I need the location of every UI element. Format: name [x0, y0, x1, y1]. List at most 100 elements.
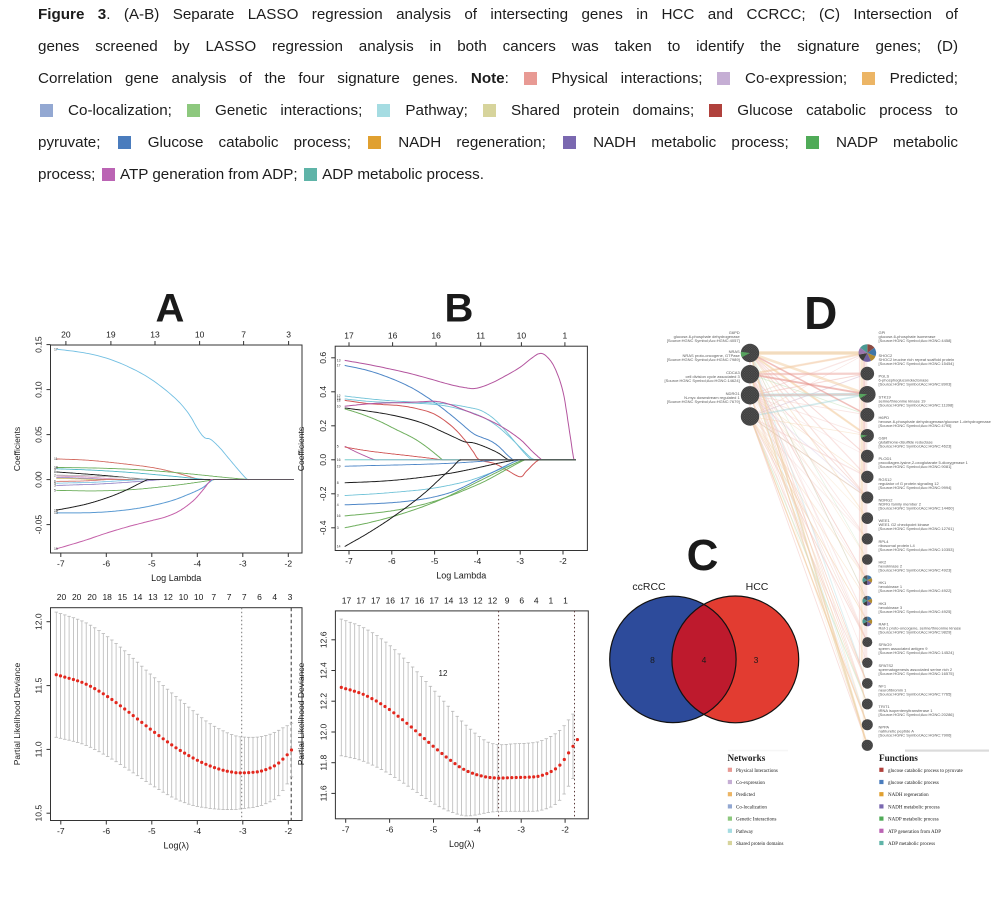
svg-text:3: 3 — [337, 526, 339, 530]
svg-text:Genetic Interactions: Genetic Interactions — [736, 818, 776, 823]
svg-text:NADH regeneration: NADH regeneration — [888, 793, 929, 798]
svg-text:-2: -2 — [285, 559, 293, 569]
svg-text:G6PD: G6PD — [729, 330, 740, 335]
svg-text:17: 17 — [54, 347, 58, 351]
svg-text:12: 12 — [439, 669, 448, 678]
svg-text:[Source:HGNC Symbol;Acc:HGNC:7: [Source:HGNC Symbol;Acc:HGNC:7989] — [667, 357, 740, 362]
svg-text:[Source:HGNC Symbol;Acc:HGNC:9: [Source:HGNC Symbol;Acc:HGNC:9994] — [879, 485, 952, 490]
svg-text:[Source:HGNC Symbol;Acc:HGNC:1: [Source:HGNC Symbol;Acc:HGNC:14460] — [879, 506, 954, 511]
svg-text:8: 8 — [337, 481, 339, 485]
svg-text:GSR: GSR — [879, 436, 888, 441]
svg-text:19: 19 — [54, 547, 58, 551]
svg-text:11.6: 11.6 — [318, 785, 328, 801]
svg-text:20: 20 — [72, 592, 82, 602]
svg-text:0.6: 0.6 — [318, 352, 328, 364]
svg-text:1: 1 — [563, 331, 568, 341]
svg-text:-0.2: -0.2 — [318, 486, 328, 501]
svg-text:17: 17 — [342, 595, 352, 605]
svg-text:12: 12 — [488, 595, 498, 605]
svg-text:7: 7 — [241, 330, 246, 340]
svg-text:18: 18 — [54, 466, 58, 470]
svg-text:[Source:HGNC Symbol;Acc:HGNC:1: [Source:HGNC Symbol;Acc:HGNC:11398] — [879, 402, 954, 407]
svg-text:-3: -3 — [517, 824, 525, 834]
svg-text:Coefficients: Coefficients — [12, 427, 22, 471]
svg-text:hexose-6-phosphate dehydrogena: hexose-6-phosphate dehydrogenase/glucose… — [879, 419, 992, 424]
svg-text:7: 7 — [227, 592, 232, 602]
svg-text:11.0: 11.0 — [34, 741, 44, 757]
svg-text:[Source:HGNC Symbol;Acc:HGNC:1: [Source:HGNC Symbol;Acc:HGNC:14624] — [665, 378, 740, 383]
svg-text:[Source:HGNC Symbol;Acc:HGNC:7: [Source:HGNC Symbol;Acc:HGNC:7765] — [879, 691, 952, 696]
svg-text:ccRCC: ccRCC — [632, 581, 666, 593]
svg-text:NPPA: NPPA — [879, 725, 890, 730]
svg-text:glucose-6-phosphate dehydrogen: glucose-6-phosphate dehydrogenase — [674, 334, 741, 339]
svg-text:6: 6 — [54, 480, 56, 484]
svg-text:16: 16 — [431, 331, 441, 341]
svg-text:5: 5 — [337, 444, 339, 448]
svg-text:PGLS: PGLS — [879, 374, 890, 379]
svg-text:13: 13 — [337, 359, 341, 363]
svg-text:[Source:HGNC Symbol;Acc:HGNC:4: [Source:HGNC Symbol;Acc:HGNC:4458] — [879, 338, 952, 343]
svg-text:SHOC2 leucine rich repeat scaf: SHOC2 leucine rich repeat scaffold prote… — [879, 357, 955, 362]
svg-text:-3: -3 — [239, 559, 247, 569]
svg-text:PLOD1: PLOD1 — [879, 456, 893, 461]
svg-text:[Source:HGNC Symbol;Acc:HGNC:4: [Source:HGNC Symbol;Acc:HGNC:4623] — [879, 444, 952, 449]
svg-text:RPL4: RPL4 — [879, 539, 890, 544]
svg-text:natriuretic peptide A: natriuretic peptide A — [879, 729, 915, 734]
svg-text:9: 9 — [505, 595, 510, 605]
svg-text:3: 3 — [288, 592, 293, 602]
svg-text:NF1: NF1 — [879, 683, 887, 688]
svg-text:[Source:HGNC Symbol;Acc:HGNC:1: [Source:HGNC Symbol;Acc:HGNC:12761] — [879, 526, 954, 531]
svg-text:HCC: HCC — [746, 581, 769, 593]
svg-text:NDRG family member 2: NDRG family member 2 — [879, 502, 922, 507]
svg-text:-3: -3 — [239, 826, 247, 836]
svg-text:[Source:HGNC Symbol;Acc:HGNC:7: [Source:HGNC Symbol;Acc:HGNC:7679] — [667, 399, 740, 404]
svg-text:15: 15 — [118, 592, 128, 602]
svg-text:[Source:HGNC Symbol;Acc:HGNC:4: [Source:HGNC Symbol;Acc:HGNC:4923] — [879, 568, 952, 573]
svg-text:13: 13 — [148, 592, 158, 602]
svg-text:NRAS proto-oncogene, GTPase: NRAS proto-oncogene, GTPase — [683, 353, 741, 358]
svg-text:4: 4 — [272, 592, 277, 602]
svg-text:7: 7 — [211, 592, 216, 602]
svg-text:0.00: 0.00 — [34, 471, 44, 488]
svg-text:[Source:HGNC Symbol;Acc:HGNC:4: [Source:HGNC Symbol;Acc:HGNC:4795] — [879, 423, 952, 428]
svg-text:-6: -6 — [388, 556, 396, 566]
svg-text:8: 8 — [54, 470, 56, 474]
svg-text:10: 10 — [195, 330, 205, 340]
svg-text:19: 19 — [106, 330, 116, 340]
svg-text:-5: -5 — [431, 556, 439, 566]
svg-text:NDRG1: NDRG1 — [726, 391, 741, 396]
svg-text:-4: -4 — [474, 556, 482, 566]
svg-text:-4: -4 — [194, 559, 202, 569]
svg-text:6: 6 — [519, 595, 524, 605]
svg-text:-0.05: -0.05 — [34, 515, 44, 535]
svg-text:NRAS: NRAS — [729, 349, 740, 354]
svg-text:17: 17 — [337, 364, 341, 368]
svg-text:17: 17 — [371, 595, 381, 605]
svg-text:9: 9 — [54, 481, 56, 485]
svg-text:[Source:HGNC Symbol;Acc:HGNC:1: [Source:HGNC Symbol;Acc:HGNC:16575] — [879, 671, 954, 676]
svg-text:procollagen-lysine,2-oxoglutar: procollagen-lysine,2-oxoglutarate 5-diox… — [879, 460, 969, 465]
svg-text:spermatogenesis associated ser: spermatogenesis associated serine rich 2 — [879, 667, 953, 672]
svg-text:Physical Interactions: Physical Interactions — [736, 769, 778, 774]
svg-text:16: 16 — [337, 458, 341, 462]
svg-text:sperm associated antigen 9: sperm associated antigen 9 — [879, 646, 929, 651]
svg-text:10.5: 10.5 — [34, 805, 44, 822]
svg-text:NDRG2: NDRG2 — [879, 498, 894, 503]
svg-text:20: 20 — [87, 592, 97, 602]
svg-text:5: 5 — [54, 489, 56, 493]
svg-text:3: 3 — [754, 655, 759, 665]
svg-text:Log Lambda: Log Lambda — [151, 573, 201, 583]
svg-text:17: 17 — [429, 595, 439, 605]
svg-text:15: 15 — [337, 397, 341, 401]
svg-text:Partial Likelihood Deviance: Partial Likelihood Deviance — [12, 662, 22, 765]
svg-text:18: 18 — [337, 399, 341, 403]
svg-text:GPI: GPI — [879, 330, 886, 335]
svg-text:0.4: 0.4 — [318, 386, 328, 398]
svg-text:NADH metabolic process: NADH metabolic process — [888, 805, 940, 810]
svg-text:11.8: 11.8 — [318, 754, 328, 770]
svg-text:Co-localization: Co-localization — [736, 805, 767, 810]
svg-text:10: 10 — [337, 404, 341, 408]
svg-text:A: A — [156, 287, 185, 331]
svg-text:ADP metabolic process: ADP metabolic process — [888, 842, 935, 847]
svg-text:tRNA isopentenyltransferase 1: tRNA isopentenyltransferase 1 — [879, 708, 934, 713]
